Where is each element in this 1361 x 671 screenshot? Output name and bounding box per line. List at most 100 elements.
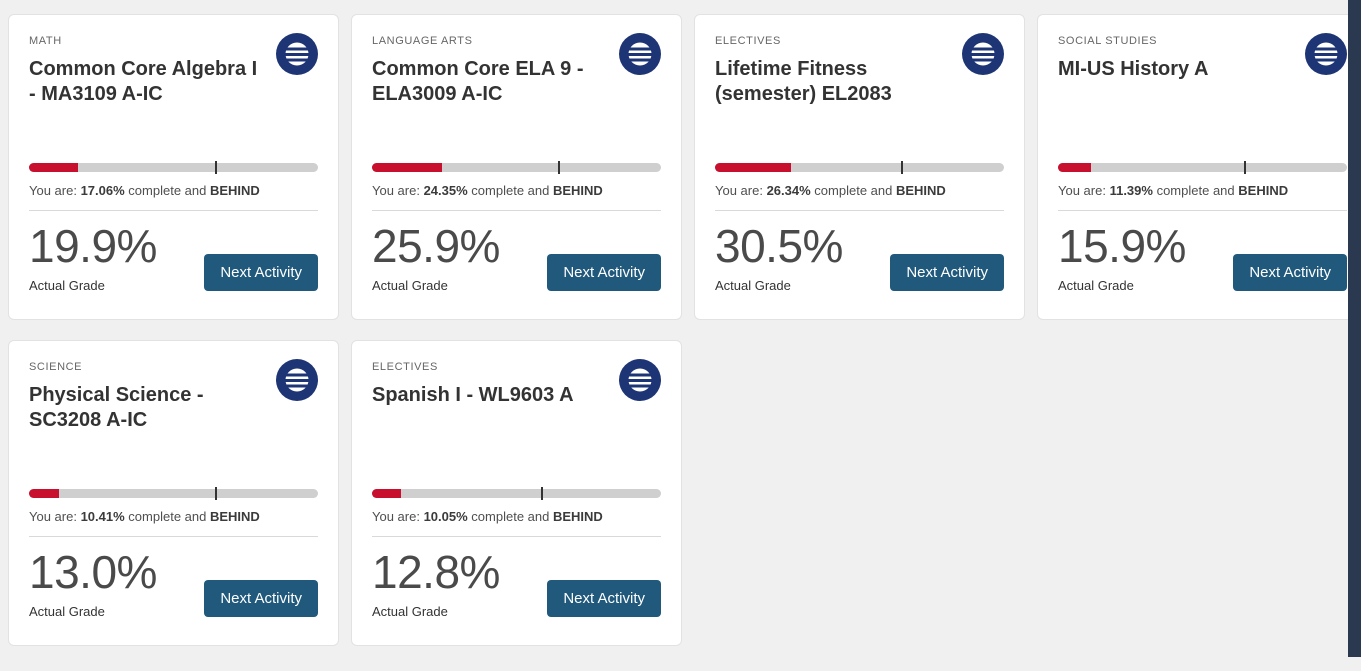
grade-section: 13.0% Actual Grade Next Activity — [29, 546, 318, 619]
grade-section: 19.9% Actual Grade Next Activity — [29, 220, 318, 293]
status-flag: BEHIND — [209, 509, 260, 524]
card-divider — [715, 210, 1004, 211]
course-card-header: ELECTIVES Spanish I - WL9603 A — [372, 359, 661, 489]
status-flag: BEHIND — [552, 183, 603, 198]
grade-block: 12.8% Actual Grade — [372, 546, 500, 619]
progress-bar — [372, 487, 661, 500]
progress-target-marker — [1244, 161, 1247, 174]
course-card-header-text: ELECTIVES Spanish I - WL9603 A — [372, 359, 619, 408]
actual-grade-label: Actual Grade — [29, 277, 105, 293]
status-prefix: You are: — [715, 183, 763, 198]
grade-section: 15.9% Actual Grade Next Activity — [1058, 220, 1347, 293]
progress-fill — [1058, 163, 1091, 172]
complete-percent: 10.05% — [423, 509, 468, 524]
course-category: ELECTIVES — [715, 35, 781, 47]
progress-status: You are: 10.41% complete and BEHIND — [29, 509, 318, 524]
course-card-header-text: SOCIAL STUDIES MI-US History A — [1058, 33, 1305, 82]
course-card: SOCIAL STUDIES MI-US History A You are: … — [1037, 14, 1361, 320]
actual-grade-value: 13.0% — [29, 546, 157, 598]
course-card-header-text: ELECTIVES Lifetime Fitness (semester) EL… — [715, 33, 962, 107]
course-title: Lifetime Fitness (semester) EL2083 — [715, 58, 892, 105]
grade-block: 19.9% Actual Grade — [29, 220, 157, 293]
course-card-header: SOCIAL STUDIES MI-US History A — [1058, 33, 1347, 163]
actual-grade-value: 12.8% — [372, 546, 500, 598]
status-middle: complete and — [814, 183, 893, 198]
course-title: Common Core ELA 9 - ELA3009 A-IC — [372, 58, 584, 105]
course-card-header-text: SCIENCE Physical Science - SC3208 A-IC — [29, 359, 276, 433]
progress-target-marker — [900, 161, 903, 174]
actual-grade-label: Actual Grade — [1058, 277, 1134, 293]
grade-block: 13.0% Actual Grade — [29, 546, 157, 618]
next-activity-button[interactable]: Next Activity — [204, 579, 318, 617]
card-divider — [372, 536, 661, 537]
next-activity-button[interactable]: Next Activity — [1233, 253, 1347, 291]
edgenuity-logo-icon — [619, 33, 661, 75]
grade-section: 30.5% Actual Grade Next Activity — [715, 220, 1004, 293]
status-prefix: You are: — [1058, 183, 1106, 198]
course-title: MI-US History A — [1058, 58, 1209, 80]
actual-grade-value: 25.9% — [372, 220, 500, 272]
grade-block: 15.9% Actual Grade — [1058, 220, 1186, 293]
status-prefix: You are: — [372, 509, 420, 524]
progress-fill — [715, 163, 792, 172]
grade-block: 25.9% Actual Grade — [372, 220, 500, 292]
next-activity-button[interactable]: Next Activity — [204, 253, 318, 291]
edgenuity-logo-icon — [276, 33, 318, 75]
next-activity-button[interactable]: Next Activity — [547, 253, 661, 291]
next-activity-button[interactable]: Next Activity — [890, 253, 1004, 291]
status-middle: complete and — [1156, 183, 1235, 198]
progress-status: You are: 26.34% complete and BEHIND — [715, 183, 1004, 198]
vertical-scrollbar[interactable] — [1348, 0, 1361, 657]
status-middle: complete and — [471, 509, 550, 524]
course-card-header-text: MATH Common Core Algebra I - MA3109 A-IC — [29, 33, 276, 107]
course-card: LANGUAGE ARTS Common Core ELA 9 - ELA300… — [351, 14, 682, 320]
course-title: Physical Science - SC3208 A-IC — [29, 384, 204, 431]
grade-block: 30.5% Actual Grade — [715, 220, 843, 293]
status-prefix: You are: — [372, 183, 420, 198]
progress-bar — [715, 161, 1004, 174]
progress-bar — [372, 161, 661, 174]
status-middle: complete and — [128, 183, 207, 198]
status-prefix: You are: — [29, 509, 77, 524]
actual-grade-value: 30.5% — [715, 220, 843, 272]
course-card-header: LANGUAGE ARTS Common Core ELA 9 - ELA300… — [372, 33, 661, 163]
progress-target-marker — [557, 161, 560, 174]
progress-bar — [29, 487, 318, 500]
course-category: LANGUAGE ARTS — [372, 35, 473, 47]
course-category: SOCIAL STUDIES — [1058, 35, 1158, 47]
progress-fill — [372, 163, 443, 172]
course-card-header: ELECTIVES Lifetime Fitness (semester) EL… — [715, 33, 1004, 163]
grade-section: 25.9% Actual Grade Next Activity — [372, 220, 661, 293]
grade-section: 12.8% Actual Grade Next Activity — [372, 546, 661, 619]
edgenuity-logo-icon — [1305, 33, 1347, 75]
course-card: ELECTIVES Lifetime Fitness (semester) EL… — [694, 14, 1025, 320]
course-card: MATH Common Core Algebra I - MA3109 A-IC… — [8, 14, 339, 320]
actual-grade-value: 19.9% — [29, 220, 157, 272]
course-card: SCIENCE Physical Science - SC3208 A-IC Y… — [8, 340, 339, 646]
progress-fill — [372, 489, 402, 498]
status-flag: BEHIND — [895, 183, 946, 198]
complete-percent: 10.41% — [80, 509, 125, 524]
actual-grade-label: Actual Grade — [372, 603, 448, 619]
card-divider — [29, 536, 318, 537]
progress-fill — [29, 163, 79, 172]
course-card-header: MATH Common Core Algebra I - MA3109 A-IC — [29, 33, 318, 163]
next-activity-button[interactable]: Next Activity — [547, 579, 661, 617]
actual-grade-label: Actual Grade — [715, 277, 791, 293]
course-title: Spanish I - WL9603 A — [372, 384, 574, 406]
status-flag: BEHIND — [1238, 183, 1289, 198]
edgenuity-logo-icon — [276, 359, 318, 401]
course-category: MATH — [29, 35, 62, 47]
progress-status: You are: 17.06% complete and BEHIND — [29, 183, 318, 198]
progress-fill — [29, 489, 60, 498]
status-prefix: You are: — [29, 183, 77, 198]
progress-status: You are: 10.05% complete and BEHIND — [372, 509, 661, 524]
edgenuity-logo-icon — [619, 359, 661, 401]
complete-percent: 17.06% — [80, 183, 125, 198]
status-flag: BEHIND — [209, 183, 260, 198]
course-category: SCIENCE — [29, 361, 83, 373]
actual-grade-value: 15.9% — [1058, 220, 1186, 272]
progress-target-marker — [215, 161, 218, 174]
progress-status: You are: 11.39% complete and BEHIND — [1058, 183, 1347, 198]
course-card: ELECTIVES Spanish I - WL9603 A You are: … — [351, 340, 682, 646]
